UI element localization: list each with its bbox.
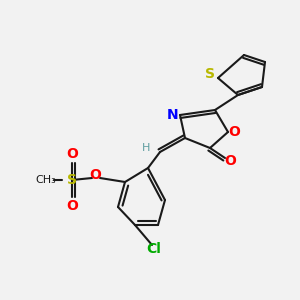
Text: Cl: Cl (147, 242, 161, 256)
Text: O: O (66, 199, 78, 213)
Text: O: O (228, 125, 240, 139)
Text: CH₃: CH₃ (36, 175, 56, 185)
Text: O: O (89, 168, 101, 182)
Text: H: H (142, 143, 150, 153)
Text: O: O (224, 154, 236, 168)
Text: S: S (205, 67, 215, 81)
Text: N: N (167, 108, 179, 122)
Text: S: S (67, 173, 77, 187)
Text: O: O (66, 147, 78, 161)
